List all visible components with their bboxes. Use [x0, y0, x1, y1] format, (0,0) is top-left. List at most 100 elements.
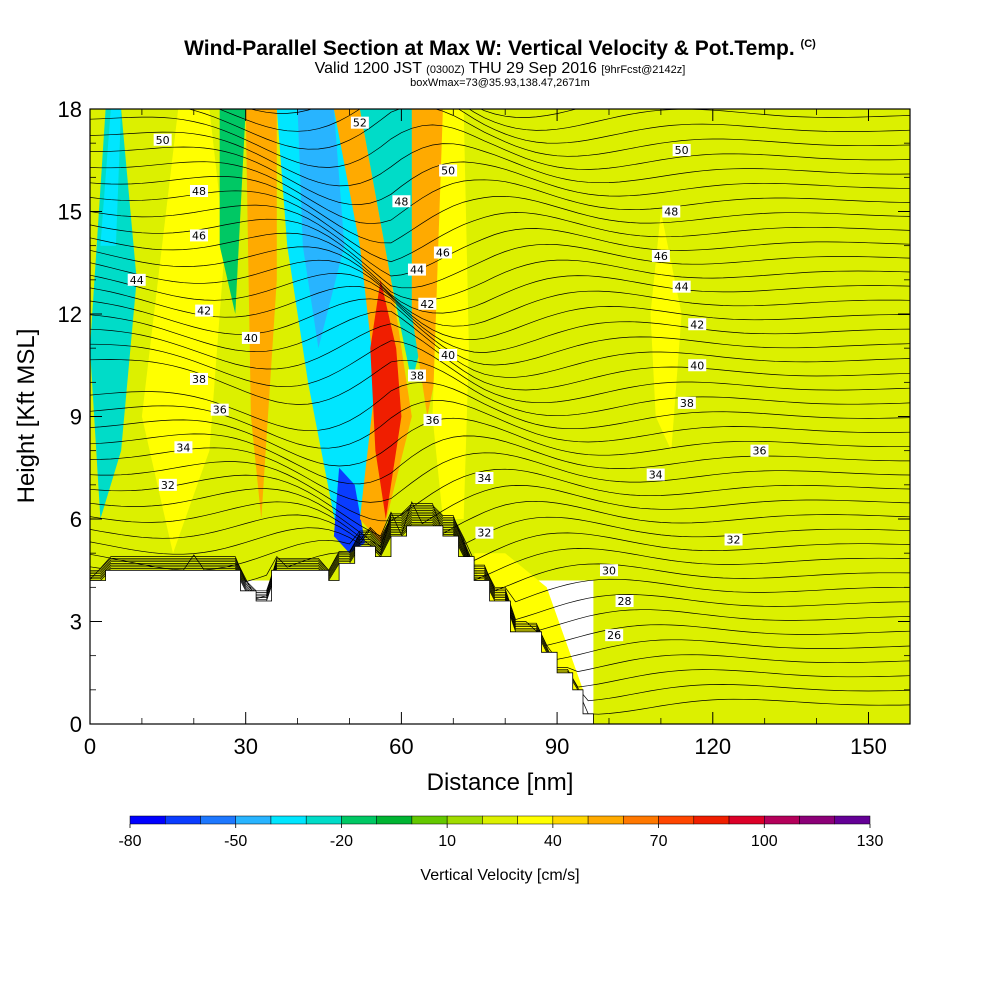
isentrope-35 [90, 161, 910, 225]
w-region-19 [598, 587, 910, 711]
contour-label: 44 [127, 273, 146, 287]
contour-label: 32 [724, 533, 743, 547]
title-mark: (C) [800, 38, 816, 50]
contour-label-bg [174, 441, 193, 454]
contour-label-text: 26 [607, 629, 621, 642]
contour-label: 42 [418, 297, 437, 311]
contour-label-bg [418, 297, 437, 310]
isentrope-22 [90, 340, 910, 404]
isentrope-25 [90, 298, 910, 366]
contour-label-text: 46 [436, 247, 450, 260]
contour-label: 40 [439, 349, 458, 362]
y-axis-label: Height [Kft MSL] [13, 329, 40, 504]
contour-label-bg [688, 318, 707, 331]
contour-label-bg [439, 164, 458, 177]
colorbar-tick-label: -80 [118, 833, 141, 850]
contour-label-bg [189, 229, 208, 242]
isentrope-34 [90, 176, 910, 244]
colorbar-swatch [341, 815, 377, 825]
contour-label-text: 38 [192, 373, 206, 386]
contour-label-bg [407, 263, 426, 276]
w-region-10 [370, 279, 402, 519]
contour-label-bg [475, 472, 494, 484]
isentrope-16 [90, 447, 910, 503]
colorbar-swatch [482, 815, 518, 825]
colorbar-tick-label: 100 [751, 833, 778, 850]
terrain-mask [90, 525, 594, 724]
contour-label: 44 [672, 280, 691, 294]
isentrope-37 [90, 131, 910, 187]
contour-label-bg [662, 205, 681, 218]
contour-label-text: 48 [664, 206, 678, 219]
colorbar-tick-label: 130 [857, 833, 884, 850]
isentrope-26 [90, 285, 910, 353]
colorbar-swatch [552, 815, 589, 825]
isentrope-43 [90, 39, 910, 105]
isentrope-4 [90, 518, 910, 660]
contour-label: 48 [392, 195, 411, 208]
isentrope-36 [90, 146, 910, 205]
contour-label-text: 32 [727, 534, 741, 547]
w-region-16 [650, 211, 682, 451]
colorbar-swatch [764, 815, 800, 825]
y-tick-label: 15 [58, 200, 82, 225]
contour-label-bg [392, 195, 411, 208]
contour-label: 38 [677, 396, 696, 410]
contour-label: 38 [189, 372, 208, 386]
isentrope-10 [90, 508, 910, 581]
x-tick-label: 150 [850, 734, 887, 759]
colorbar-swatch [446, 815, 483, 825]
contour-label-bg [210, 403, 229, 416]
colorbar-swatch [376, 815, 413, 825]
contour-label-text: 50 [675, 144, 689, 157]
contour-label: 48 [662, 205, 681, 219]
contour-label-bg [688, 359, 707, 372]
colorbar-tick-label: -20 [330, 833, 353, 850]
contour-label: 30 [599, 564, 618, 577]
contour-label-text: 34 [477, 472, 491, 485]
contour-label: 38 [407, 369, 426, 383]
contour-label: 26 [605, 629, 624, 642]
isentrope-40 [218, 109, 910, 144]
contour-label-layer: 50 52 50 48 50 48 48 46 46 46 44 44 44 42 42 42 40 40 40 38… [127, 116, 769, 642]
w-region-17 [733, 314, 765, 485]
contour-label-text: 46 [192, 229, 206, 242]
contour-label: 42 [688, 318, 707, 331]
isentrope-32 [90, 204, 910, 277]
colorbar-swatch [587, 815, 624, 825]
contour-label-bg [423, 413, 442, 426]
colorbar-swatch [658, 815, 695, 825]
contour-label-text: 50 [441, 165, 455, 178]
isentrope-18 [90, 417, 910, 467]
contour-label: 52 [350, 116, 369, 130]
contour-label-bg [672, 144, 691, 156]
contour-label: 50 [439, 164, 458, 178]
plot-area [90, 14, 910, 724]
contour-label: 48 [189, 185, 208, 198]
isentrope-23 [90, 323, 910, 391]
contour-label-bg [615, 595, 634, 607]
x-tick-label: 30 [233, 734, 257, 759]
y-tick-label: 0 [70, 712, 82, 737]
isentrope-44 [90, 27, 910, 93]
isentrope-45 [90, 14, 910, 80]
contour-label-text: 44 [130, 274, 144, 287]
isentrope-19 [90, 400, 910, 449]
isentrope-28 [90, 259, 910, 327]
isentrope-29 [90, 246, 910, 314]
colorbar-swatch [693, 815, 730, 825]
isentrope-12 [90, 501, 910, 555]
y-tick-label: 18 [58, 97, 82, 122]
contour-label-text: 40 [441, 349, 455, 362]
chart-title: Wind-Parallel Section at Max W: Vertical… [184, 37, 816, 60]
colorbar-tick-label: 40 [544, 833, 562, 850]
contour-label-text: 48 [192, 185, 206, 198]
isentrope-39 [187, 109, 910, 157]
contour-label-bg [724, 533, 743, 546]
colorbar-label: Vertical Velocity [cm/s] [420, 867, 579, 884]
contour-label-bg [750, 444, 769, 457]
isentrope-17 [90, 433, 910, 485]
colorbar-swatch [129, 815, 166, 825]
contour-label: 28 [615, 595, 634, 608]
contour-label-bg [651, 249, 670, 262]
